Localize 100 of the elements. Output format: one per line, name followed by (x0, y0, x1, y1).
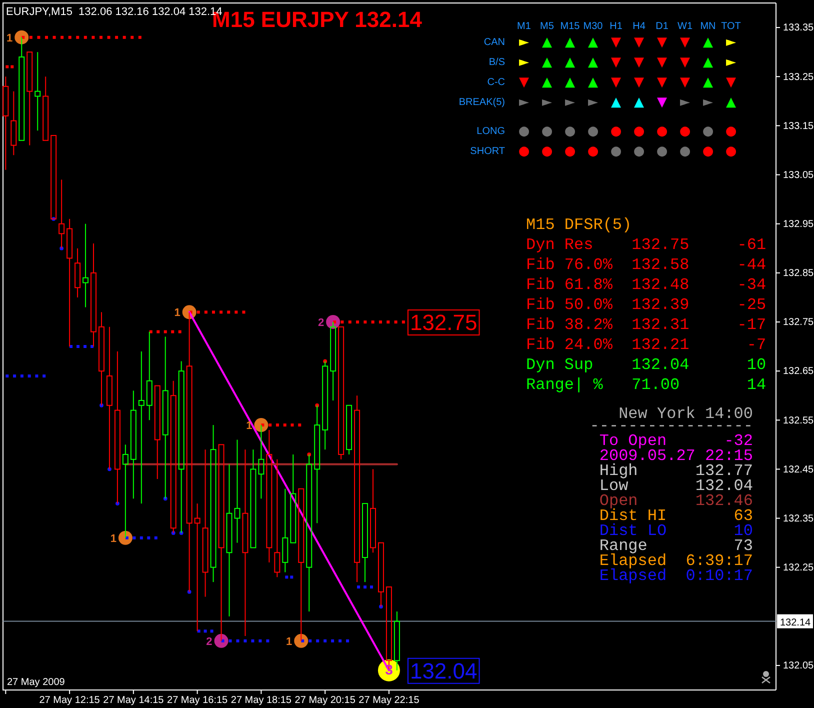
candlestick (394, 610, 400, 671)
category-label: D1 (656, 21, 669, 32)
candlestick (130, 390, 136, 500)
text: ▲ (634, 95, 644, 110)
annotation: 3 (385, 661, 394, 678)
candlestick (98, 312, 104, 406)
text: ▼ (657, 35, 667, 50)
text: ▼ (680, 55, 690, 70)
text: ● (610, 124, 622, 139)
category-label: LONG (476, 126, 505, 137)
x-tick-label: 27 May 22:15 (358, 695, 420, 706)
candlestick (162, 336, 168, 500)
candlestick (210, 424, 216, 583)
candlestick (194, 503, 200, 632)
x-tick-label: 27 May 16:15 (167, 695, 228, 706)
category-label: M30 (583, 21, 604, 32)
candlestick (170, 380, 176, 534)
category-label: M1 (517, 21, 532, 32)
text: ● (679, 144, 691, 159)
y-tick-label: 132.25 (783, 562, 814, 574)
annotation: Elapsed 6:39:17 (599, 552, 753, 570)
text: ● (518, 124, 530, 139)
text: ▲ (588, 55, 598, 70)
y-tick-label: 133.25 (783, 72, 814, 83)
candlestick (282, 488, 288, 573)
candlestick (370, 468, 376, 554)
annotation: Fib 76.0% 132.58 -44 (526, 256, 766, 274)
text: ▼ (634, 55, 644, 70)
text: ● (679, 124, 691, 139)
annotation: Elapsed 0:10:17 (599, 567, 753, 585)
text: ▲ (703, 35, 713, 50)
candlestick (74, 248, 81, 298)
annotation: 2 (318, 316, 324, 329)
y-tick-label: 133.15 (783, 120, 814, 132)
candlestick (106, 326, 112, 470)
text: ▲ (565, 55, 575, 70)
text: ► (726, 35, 736, 50)
text: ● (633, 144, 645, 159)
candlestick (82, 223, 89, 308)
text: ▼ (726, 75, 736, 90)
candlestick (322, 360, 328, 450)
annotation: Dyn Sup 132.04 10 (526, 356, 766, 374)
annotation: 1 (246, 420, 252, 432)
candlestick (146, 331, 152, 421)
text: ● (564, 144, 576, 159)
text: ● (702, 124, 714, 139)
annotation: High 132.77 (599, 462, 753, 480)
annotation: To Open -32 (599, 432, 753, 450)
candlestick (274, 458, 280, 578)
text: ▼ (611, 55, 621, 70)
annotation: 27 May 2009 (7, 677, 66, 688)
y-tick-label: 132.05 (783, 660, 814, 672)
y-tick-label: 132.75 (783, 317, 814, 328)
candlestick (34, 52, 41, 132)
text: ● (656, 144, 668, 159)
candlestick (266, 429, 272, 563)
annotation: 132.75 (410, 310, 478, 335)
category-label: H4 (632, 21, 646, 32)
y-tick-label: 133.05 (783, 170, 814, 181)
text: ▲ (588, 75, 598, 90)
text: ► (519, 35, 529, 50)
text: ► (519, 95, 529, 110)
annotation: Dyn Res 132.75 -61 (526, 236, 766, 254)
text: ▲ (588, 35, 598, 50)
text: ▼ (680, 35, 690, 50)
text: ● (564, 124, 576, 139)
text: ▲ (611, 95, 621, 110)
candlestick (242, 449, 248, 637)
text: ▲ (703, 55, 713, 70)
text: ▲ (542, 75, 552, 90)
annotation: Fib 61.8% 132.48 -34 (526, 276, 766, 294)
candlestick (122, 444, 128, 538)
text: ► (726, 55, 736, 70)
text: ▲ (542, 55, 552, 70)
x-tick-label: 27 May 12:15 (39, 695, 100, 706)
y-tick-label: 132.65 (783, 366, 814, 378)
annotation: 132.04 (410, 658, 478, 684)
text: ► (542, 95, 552, 110)
text: ▲ (565, 35, 575, 50)
text: ● (541, 124, 553, 139)
category-label: M15 (560, 21, 580, 32)
y-tick-label: 132.85 (783, 268, 814, 280)
text: ● (725, 124, 737, 139)
candlestick (314, 404, 320, 524)
annotation: Low 132.04 (599, 477, 753, 495)
text: ► (588, 95, 598, 110)
candlestick (114, 350, 120, 504)
annotation: Fib 38.2% 132.31 -17 (526, 316, 766, 334)
candlestick (354, 395, 360, 583)
category-label: MN (700, 21, 716, 32)
candlestick (258, 424, 264, 500)
text: ● (633, 124, 645, 139)
candlestick (10, 90, 17, 156)
text: ▼ (657, 55, 667, 70)
annotation: 1 (110, 532, 116, 545)
category-label: B/S (488, 57, 505, 68)
text: ► (680, 95, 690, 110)
text: ▼ (634, 75, 644, 90)
annotation: Range| % 71.00 14 (526, 376, 766, 394)
text: ● (610, 144, 622, 159)
